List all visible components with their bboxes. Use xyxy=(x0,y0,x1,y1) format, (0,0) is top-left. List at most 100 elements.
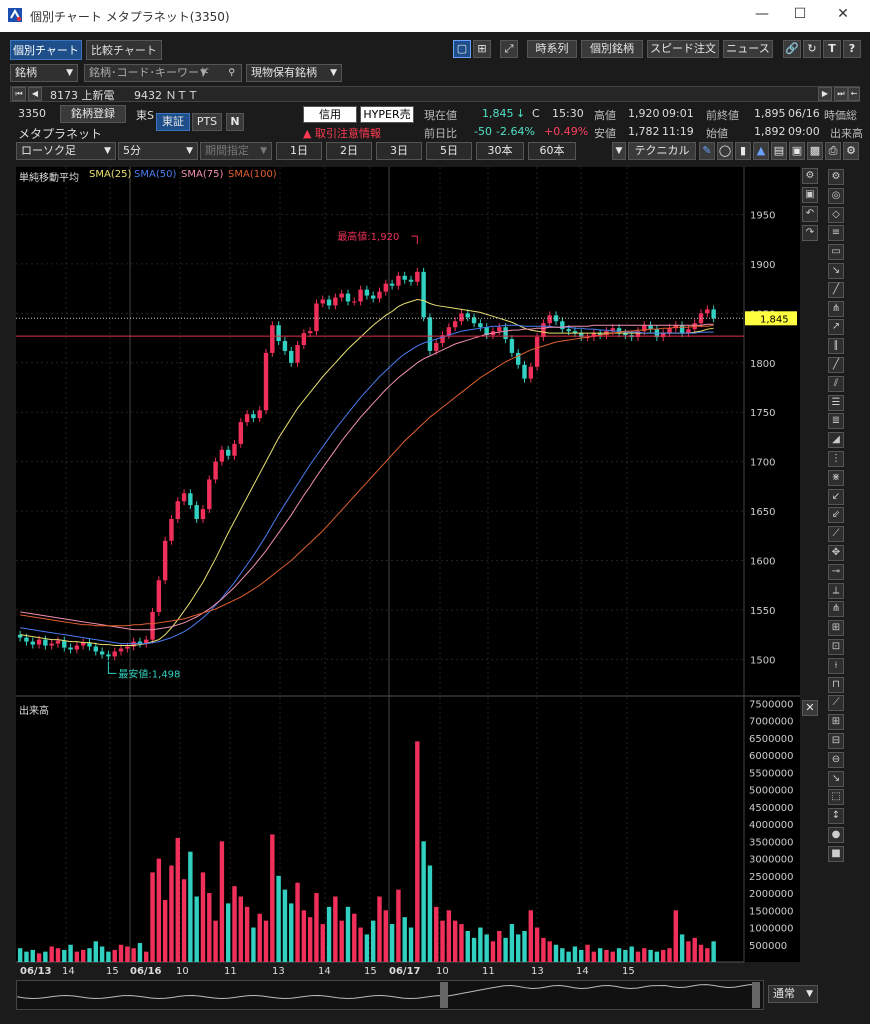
area-chart-icon[interactable]: ▲ xyxy=(753,142,769,160)
tool-angle-icon[interactable]: ⟋ xyxy=(828,526,844,543)
individual-stock-button[interactable]: 個別銘柄 xyxy=(581,40,643,58)
time-series-button[interactable]: 時系列 xyxy=(527,40,577,58)
tool-vertical-arrow-icon[interactable]: ↕ xyxy=(828,808,844,825)
tab-compare-chart[interactable]: 比較チャート xyxy=(86,40,162,60)
tool-wave-icon[interactable]: ⟊ xyxy=(828,657,844,674)
tool-diamond-icon[interactable]: ◇ xyxy=(828,206,844,223)
range-button-3[interactable]: 5日 xyxy=(426,142,472,160)
compare-icon[interactable]: ◯ xyxy=(717,142,733,160)
technical-button[interactable]: テクニカル xyxy=(628,142,696,160)
minimize-button[interactable]: — xyxy=(755,6,769,22)
holdings-select[interactable]: 現物保有銘柄 ▼ xyxy=(246,64,342,82)
range-button-0[interactable]: 1日 xyxy=(276,142,322,160)
tool-circle-minus-icon[interactable]: ⊖ xyxy=(828,751,844,768)
tool-arrow-se-icon[interactable]: ↘ xyxy=(828,770,844,787)
tool-vertical-icon[interactable]: ⋮ xyxy=(828,451,844,467)
tool-fib-ext-icon[interactable]: ≣ xyxy=(828,413,844,430)
tool-bracket-icon[interactable]: ⊓ xyxy=(828,676,844,693)
settings-gear-icon[interactable]: ⚙ xyxy=(843,142,859,160)
tool-box-icon[interactable]: ⊡ xyxy=(828,639,844,655)
tool-parallel-icon[interactable]: ∥ xyxy=(828,338,844,355)
bar-chart-icon[interactable]: ▮ xyxy=(735,142,751,160)
hyper-sell-button[interactable]: HYPER売 xyxy=(360,106,414,123)
search-input[interactable]: 銘柄･コード･キーワード ▼ ⚲ xyxy=(84,64,242,82)
register-button[interactable]: 銘柄登録 xyxy=(60,105,126,123)
tool-slope-icon[interactable]: ⟋ xyxy=(828,695,844,712)
redo-icon[interactable]: ↷ xyxy=(802,225,818,241)
tool-line-icon[interactable]: ╱ xyxy=(828,357,844,373)
tool-measure-icon[interactable]: ⊸ xyxy=(828,563,844,580)
tool-arrow-down-icon[interactable]: ↙ xyxy=(828,488,844,505)
tool-ray-icon[interactable]: ↗ xyxy=(828,319,844,336)
close-button[interactable]: ✕ xyxy=(837,6,849,22)
range-button-4[interactable]: 30本 xyxy=(476,142,524,160)
tool-settings-icon[interactable]: ⚙ xyxy=(828,169,844,185)
close-panel-icon[interactable]: ✕ xyxy=(802,700,818,716)
first-icon[interactable]: ⏮ xyxy=(12,87,26,101)
n-badge-icon[interactable]: N xyxy=(226,113,244,131)
volume-bar xyxy=(452,920,458,962)
tool-move-icon[interactable]: ✥ xyxy=(828,545,844,561)
tool-channel-icon[interactable]: ⫽ xyxy=(828,375,844,392)
help-icon[interactable]: ? xyxy=(843,40,861,58)
view-mode-select[interactable]: 通常 ▼ xyxy=(768,985,818,1003)
maximize-button[interactable]: ☐ xyxy=(793,6,807,22)
navigator-bar[interactable] xyxy=(16,980,764,1010)
range-button-1[interactable]: 2日 xyxy=(326,142,372,160)
tab-individual-chart[interactable]: 個別チャート xyxy=(10,40,82,60)
tool-rect-icon[interactable]: ▭ xyxy=(828,244,844,261)
tool-dashbox-icon[interactable]: ⬚ xyxy=(828,789,844,806)
undo-icon[interactable]: ↶ xyxy=(802,206,818,222)
range-button-5[interactable]: 60本 xyxy=(528,142,576,160)
exchange-button[interactable]: 東証 xyxy=(156,113,190,131)
history-item-2[interactable]: 9432 ＮＴＴ xyxy=(134,89,199,102)
tool-lines-icon[interactable]: ≡ xyxy=(828,225,844,242)
link-icon[interactable]: 🔗 xyxy=(783,40,801,58)
history-item-1[interactable]: 8173 上新電 xyxy=(50,89,115,102)
text-icon[interactable]: T xyxy=(823,40,841,58)
range-button-2[interactable]: 3日 xyxy=(376,142,422,160)
expand-icon[interactable]: ⤢ xyxy=(500,40,518,58)
copy-icon[interactable]: ▩ xyxy=(807,142,823,160)
volume-bar xyxy=(515,934,521,962)
settings-icon[interactable]: ⚙ xyxy=(802,168,818,184)
print-icon[interactable]: ⎙ xyxy=(825,142,841,160)
interval-select[interactable]: 5分 ▼ xyxy=(118,142,198,160)
chevron-down-icon[interactable]: ▼ xyxy=(612,142,626,160)
search-type-select[interactable]: 銘柄 ▼ xyxy=(10,64,78,82)
tool-circle-icon[interactable]: ● xyxy=(828,827,844,843)
news-button[interactable]: ニュース xyxy=(723,40,773,58)
lock-icon[interactable]: ▣ xyxy=(802,187,818,203)
back-icon[interactable]: ← xyxy=(848,87,860,101)
speed-order-button[interactable]: スピード注文 xyxy=(647,40,719,58)
tool-minus-box-icon[interactable]: ⊟ xyxy=(828,733,844,749)
tool-pitchfork-icon[interactable]: ⋔ xyxy=(828,300,844,317)
last-icon[interactable]: ⏭ xyxy=(834,87,848,101)
draw-pen-icon[interactable]: ✎ xyxy=(699,142,715,160)
trade-warning-link[interactable]: ▲ 取引注意情報 xyxy=(303,125,381,141)
tool-fork-icon[interactable]: ⋔ xyxy=(828,601,844,618)
tool-cross-icon[interactable]: ⋇ xyxy=(828,469,844,486)
tool-perp-icon[interactable]: ⟂ xyxy=(828,582,844,599)
tool-grid-icon[interactable]: ⊞ xyxy=(828,620,844,637)
refresh-icon[interactable]: ↻ xyxy=(803,40,821,58)
table-icon[interactable]: ▤ xyxy=(771,142,787,160)
tool-frame-icon[interactable]: ⊞ xyxy=(828,714,844,731)
single-layout-icon[interactable]: ▢ xyxy=(453,40,471,58)
search-icon[interactable]: ⚲ xyxy=(228,68,235,78)
tool-triangle-icon[interactable]: ◢ xyxy=(828,432,844,449)
chart-type-select[interactable]: ローソク足 ▼ xyxy=(16,142,116,160)
tool-fib-icon[interactable]: ☰ xyxy=(828,394,844,411)
pts-button[interactable]: PTS xyxy=(192,113,222,131)
tool-trendline-icon[interactable]: ╱ xyxy=(828,281,844,298)
tool-arrow-icon[interactable]: ↘ xyxy=(828,263,844,279)
next-icon[interactable]: ▶ xyxy=(818,87,832,101)
credit-button[interactable]: 信用 xyxy=(303,106,357,123)
tool-arrow-dl-icon[interactable]: ⇙ xyxy=(828,507,844,524)
prev-icon[interactable]: ◀ xyxy=(28,87,42,101)
tool-square-icon[interactable]: ■ xyxy=(828,845,844,862)
save-icon[interactable]: ▣ xyxy=(789,142,805,160)
grid-layout-icon[interactable]: ⊞ xyxy=(473,40,491,58)
tool-crosshair-icon[interactable]: ◎ xyxy=(828,187,844,204)
period-select[interactable]: 期間指定 ▼ xyxy=(200,142,272,160)
